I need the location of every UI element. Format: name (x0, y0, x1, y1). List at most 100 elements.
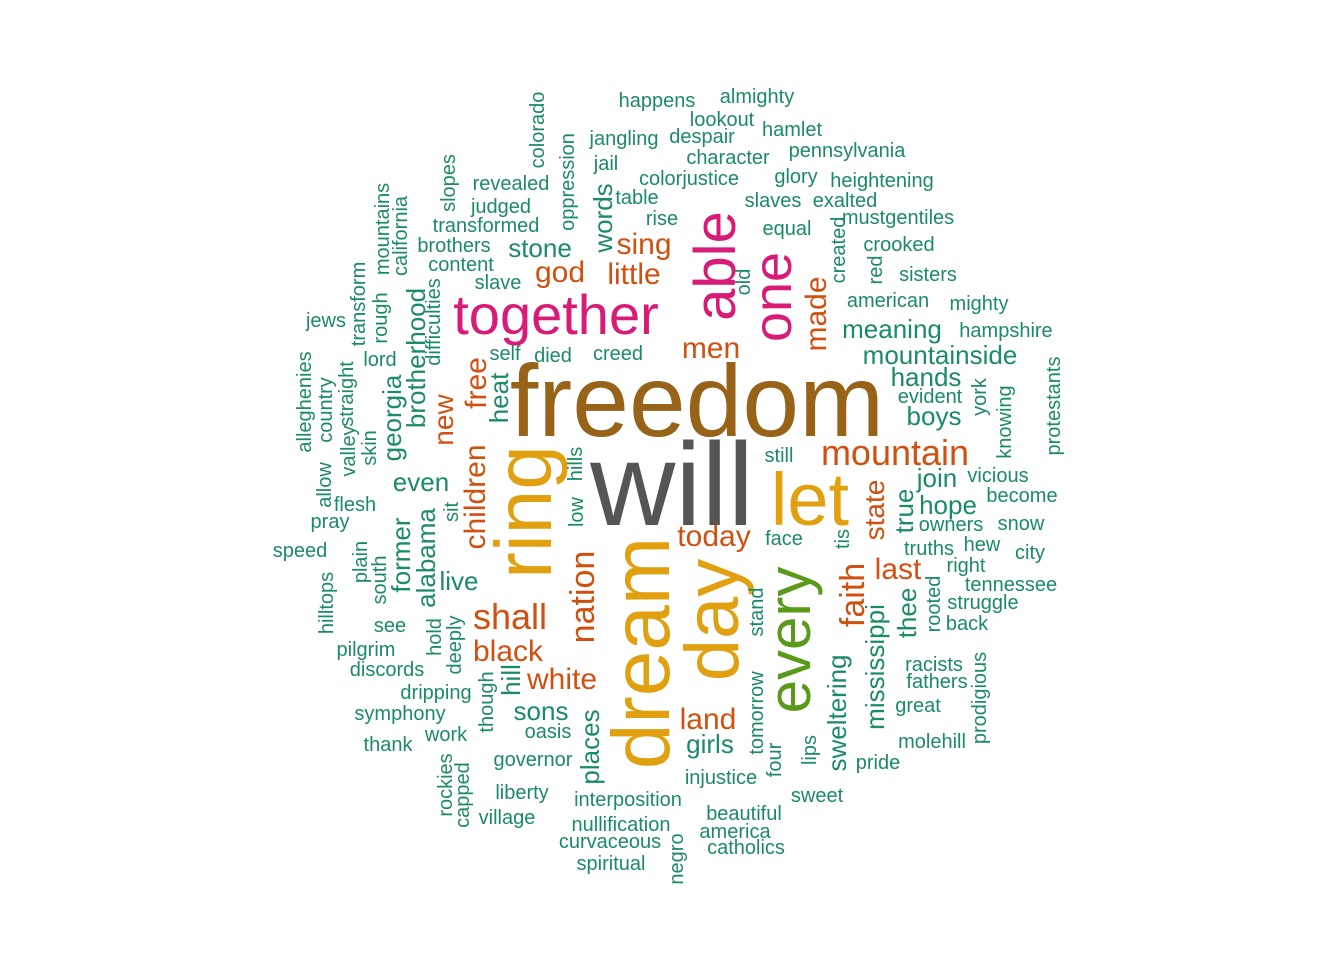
word-dripping: dripping (400, 682, 472, 704)
word-spiritual: spiritual (576, 853, 646, 875)
word-city: city (1015, 542, 1045, 564)
word-american: american (846, 290, 930, 312)
word-straight: straight (336, 361, 358, 427)
word-rooted: rooted (923, 575, 945, 633)
word-mighty: mighty (949, 293, 1009, 315)
word-old: old (733, 268, 755, 296)
word-character: character (686, 147, 770, 169)
word-mountain: mountain (820, 432, 970, 473)
word-god: god (534, 256, 586, 289)
word-snow: snow (997, 513, 1045, 535)
word-new: new (428, 394, 459, 446)
word-village: village (478, 807, 536, 829)
word-live: live (439, 566, 479, 596)
word-plain: plain (350, 540, 372, 584)
word-rough: rough (370, 292, 392, 344)
word-racists: racists (905, 654, 963, 676)
word-sit: sit (441, 502, 463, 522)
word-evident: evident (897, 386, 963, 408)
word-hilltops: hilltops (316, 571, 338, 635)
word-judged: judged (470, 196, 532, 218)
word-table: table (615, 187, 659, 209)
word-meaning: meaning (842, 314, 942, 344)
word-capped: capped (452, 762, 474, 828)
word-oasis: oasis (524, 721, 572, 743)
word-negro: negro (666, 833, 688, 885)
word-rise: rise (645, 208, 679, 230)
word-land: land (679, 703, 737, 736)
word-jangling: jangling (589, 128, 659, 150)
word-exalted: exalted (812, 190, 878, 212)
word-valley: valley (338, 425, 360, 477)
word-lips: lips (799, 734, 821, 766)
word-colorado: colorado (527, 91, 549, 169)
word-protestants: protestants (1043, 356, 1065, 456)
word-tomorrow: tomorrow (746, 671, 768, 755)
word-become: become (986, 485, 1058, 507)
word-died: died (534, 345, 572, 367)
word-america: america (699, 821, 771, 843)
word-hands: hands (890, 362, 962, 392)
word-transformed: transformed (432, 215, 540, 237)
word-molehill: molehill (898, 731, 966, 753)
word-pride: pride (855, 752, 901, 774)
word-ring: ring (479, 445, 568, 579)
word-happens: happens (618, 90, 696, 112)
word-even: even (392, 467, 450, 497)
word-made: made (800, 276, 833, 352)
word-content: content (428, 254, 494, 276)
word-flesh: flesh (333, 494, 377, 516)
word-slaves: slaves (744, 190, 802, 212)
word-every: every (756, 566, 823, 714)
word-back: back (945, 613, 989, 635)
word-speed: speed (272, 540, 328, 562)
word-colorjustice: colorjustice (638, 168, 740, 190)
word-vicious: vicious (967, 465, 1029, 487)
word-hew: hew (963, 534, 1001, 556)
word-little: little (607, 258, 661, 291)
word-low: low (566, 496, 588, 528)
word-stand: stand (746, 587, 768, 637)
word-men: men (681, 332, 741, 365)
word-skin: skin (359, 430, 381, 466)
word-right: right (946, 555, 986, 577)
word-join: join (916, 463, 958, 493)
word-shall: shall (472, 596, 548, 637)
word-nation: nation (564, 550, 602, 644)
word-words: words (588, 183, 618, 253)
word-nullification: nullification (571, 814, 671, 836)
word-together: together (453, 283, 659, 346)
word-owners: owners (918, 514, 984, 536)
word-country: country (315, 377, 337, 443)
word-sisters: sisters (899, 264, 957, 286)
word-crooked: crooked (863, 234, 935, 256)
word-boys: boys (906, 401, 962, 431)
word-transform: transform (348, 261, 370, 347)
word-children: children (459, 444, 492, 550)
word-black: black (472, 635, 544, 668)
word-hold: hold (424, 618, 446, 656)
word-slave: slave (474, 272, 522, 294)
word-despair: despair (669, 126, 735, 148)
word-will: will (590, 419, 754, 551)
word-revealed: revealed (472, 173, 550, 195)
word-creed: creed (592, 343, 644, 365)
word-freedom: freedom (509, 344, 885, 458)
word-still: still (764, 445, 794, 467)
word-day: day (670, 558, 755, 682)
word-thank: thank (363, 734, 413, 756)
word-injustice: injustice (684, 767, 758, 789)
word-sweltering: sweltering (822, 654, 852, 772)
word-tennessee: tennessee (964, 574, 1058, 596)
word-former: former (386, 517, 416, 593)
word-though: though (476, 671, 498, 733)
word-hampshire: hampshire (959, 320, 1053, 342)
word-work: work (424, 724, 468, 746)
word-created: created (828, 216, 850, 284)
word-pilgrim: pilgrim (336, 639, 396, 661)
word-thee: thee (892, 587, 922, 639)
word-stone: stone (508, 233, 572, 263)
word-hamlet: hamlet (761, 119, 823, 141)
word-face: face (765, 528, 803, 550)
